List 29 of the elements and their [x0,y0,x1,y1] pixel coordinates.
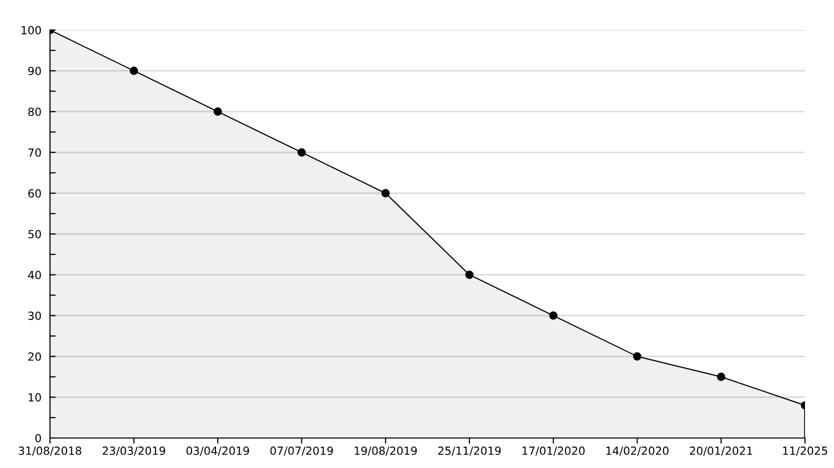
y-tick-label: 60 [28,189,41,198]
x-tick-label: 23/03/2019 [102,446,166,456]
y-tick-label: 0 [35,434,41,442]
x-tick-label: 14/02/2020 [606,446,669,456]
y-tick-label: 50 [28,230,41,238]
y-tick-label: 20 [28,352,41,361]
point [633,352,642,361]
point [716,372,726,381]
y-tick-label: 70 [28,148,41,157]
y-tick-label: 90 [28,66,41,76]
point [549,311,558,320]
point [298,148,306,157]
x-tick-label: 07/07/2019 [270,446,333,456]
y-tick-label: 80 [28,108,41,116]
point [130,66,138,75]
x-tick-label: 25/11/2019 [438,446,501,456]
x-tick-label: 11/2025 [783,446,828,456]
x-tick-label: 31/08/2018 [18,446,82,456]
x-tick-label: 20/01/2021 [690,446,752,456]
y-tick-label: 10 [28,393,41,402]
point [214,107,222,116]
y-tick-label: 100 [22,26,41,34]
y-tick-label: 30 [28,312,41,320]
y-tick-label: 40 [28,270,41,280]
x-tick-label: 03/04/2019 [186,446,250,456]
point [465,270,474,279]
x-tick-label: 19/08/2019 [354,446,417,456]
x-tick-label: 17/01/2020 [522,446,585,456]
point [381,189,390,198]
